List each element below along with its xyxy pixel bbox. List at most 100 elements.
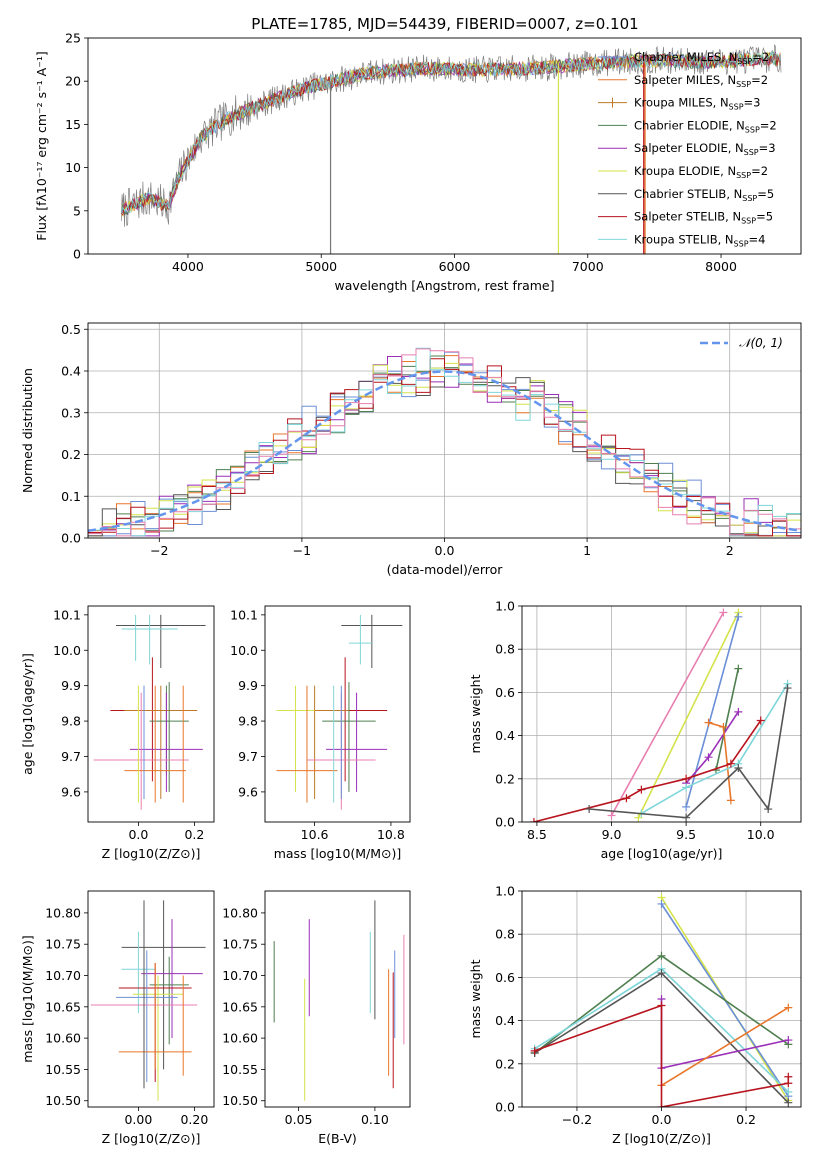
spectrum-ylabel: Flux [fλ10⁻¹⁷ erg cm⁻² s⁻¹ A⁻¹]	[34, 51, 49, 240]
x-tick-label: −0.2	[562, 1112, 592, 1127]
series-marker	[607, 811, 616, 820]
mass-weight-vs-age-plot-area	[522, 606, 801, 822]
x-tick-label: 6000	[439, 259, 471, 274]
series-marker	[784, 1036, 793, 1045]
series-marker	[530, 1046, 539, 1055]
series-marker	[682, 783, 691, 792]
y-tick-label: 9.7	[238, 749, 258, 764]
mass-weight-vs-age-xlabel: age [log10(age/yr)]	[601, 846, 723, 861]
x-tick-label: 0.0	[435, 543, 455, 558]
x-tick-label: 2	[726, 543, 734, 558]
y-tick-label: 10.75	[45, 937, 81, 952]
y-tick-label: 0.6	[495, 970, 515, 985]
y-tick-label: 0.1	[61, 489, 81, 504]
series-marker	[734, 764, 743, 772]
mass-vs-Z-panel: 0.00 0.20 10.50 10.55 10.60 10.65 10.70 10.75 10…	[20, 890, 215, 1146]
y-tick-label: 10.50	[222, 1093, 258, 1108]
legend-label: Salpeter ELODIE, NSSP=3	[634, 141, 776, 157]
age-vs-mass-ticks: 10.6 10.8 9.6 9.7 9.8 9.9 10.0 10.1	[230, 607, 405, 842]
x-tick-label: 0.0	[128, 827, 148, 842]
y-tick-label: 10.0	[53, 643, 81, 658]
mass-vs-Z-xlabel: Z [log10(Z/Z⊙)]	[102, 1131, 201, 1146]
series-marker	[784, 1087, 793, 1096]
histogram-step	[88, 358, 801, 537]
y-tick-label: 10.0	[230, 643, 258, 658]
mass-vs-Z-ylabel: mass [log10(M/M⊙)]	[20, 935, 35, 1063]
legend-label: Salpeter MILES, NSSP=2	[634, 73, 768, 89]
series-marker	[783, 684, 792, 693]
y-tick-label: 0.6	[495, 685, 515, 700]
legend-suffix: =2	[751, 164, 768, 178]
residual-histogram-ticks: −2 −1 0.0 1 2 0.0 0.1 0.2 0.3 0.4 0.5	[61, 322, 734, 558]
age-vs-Z-ylabel: age [log10(age/yr)]	[20, 653, 35, 775]
y-tick-label: 20	[65, 74, 81, 89]
x-tick-label: 1	[583, 543, 591, 558]
y-tick-label: 0.0	[61, 531, 81, 546]
y-tick-label: 0.4	[495, 728, 515, 743]
y-tick-label: 9.6	[61, 784, 81, 799]
x-tick-label: 0.00	[124, 1112, 152, 1127]
y-tick-label: 10.1	[230, 607, 258, 622]
legend-subscript: SSP	[737, 57, 752, 66]
mass-weight-vs-Z-xlabel: Z [log10(Z/Z⊙)]	[612, 1131, 711, 1146]
age-vs-Z-plot-area	[93, 614, 206, 810]
age-vs-mass-frame	[264, 605, 411, 823]
age-vs-Z-ticks: 0.0 0.2 9.6 9.7 9.8 9.9 10.0 10.1	[53, 607, 204, 842]
series-line	[660, 999, 789, 1070]
legend-subscript: SSP	[729, 103, 744, 112]
legend-label: 𝒩(0, 1)	[739, 336, 783, 350]
age-vs-Z-xlabel: Z [log10(Z/Z⊙)]	[102, 846, 201, 861]
legend-label: Salpeter STELIB, NSSP=5	[634, 210, 773, 226]
age-vs-mass-panel: 10.6 10.8 9.6 9.7 9.8 9.9 10.0 10.1 mass [log10(…	[230, 605, 411, 861]
residual-histogram-frame	[87, 322, 802, 539]
y-tick-label: 9.7	[61, 749, 81, 764]
model-spectrum-line	[121, 53, 781, 216]
y-tick-label: 0.0	[495, 1100, 515, 1115]
series-marker	[657, 969, 666, 978]
legend-subscript: SSP	[742, 194, 757, 203]
legend-suffix: =3	[759, 141, 776, 155]
age-vs-mass-plot-area	[276, 614, 403, 810]
residual-histogram-xlabel: (data-model)/error	[387, 562, 504, 577]
y-tick-label: 0.0	[495, 815, 515, 830]
x-tick-label: 0.0	[652, 1112, 672, 1127]
series-line	[661, 1006, 789, 1087]
series-marker	[704, 718, 713, 727]
x-tick-label: 0.10	[361, 1112, 389, 1127]
legend-suffix: =2	[752, 50, 769, 64]
residual-histogram-ylabel: Normed distribution	[20, 368, 35, 493]
series-marker	[764, 805, 773, 814]
y-tick-label: 9.9	[238, 678, 258, 693]
y-tick-label: 10.70	[45, 968, 81, 983]
y-tick-label: 0.4	[495, 1013, 515, 1028]
y-tick-label: 9.8	[238, 714, 258, 729]
mass-weight-vs-age-frame	[521, 605, 802, 823]
y-tick-label: 0.3	[61, 405, 81, 420]
x-tick-label: 0.20	[180, 1112, 208, 1127]
x-tick-label: 9.0	[602, 827, 622, 842]
y-tick-label: 25	[65, 31, 81, 46]
y-tick-label: 0.2	[61, 447, 81, 462]
legend-suffix: =4	[749, 232, 766, 246]
normal-curve	[88, 370, 801, 532]
legend-label: Chabrier STELIB, NSSP=5	[634, 187, 774, 203]
x-tick-label: −1	[293, 543, 311, 558]
y-tick-label: 10.75	[222, 937, 258, 952]
legend-suffix: =5	[756, 210, 773, 224]
series-marker	[585, 805, 594, 814]
y-tick-label: 10.50	[45, 1093, 81, 1108]
y-tick-label: 9.8	[61, 714, 81, 729]
series-marker	[734, 707, 743, 716]
mass-vs-EBV-ticks: 0.05 0.10 10.50 10.55 10.60 10.65 10.70 10.75 10…	[222, 905, 389, 1127]
y-tick-label: 1.0	[495, 884, 515, 899]
y-tick-label: 0.8	[495, 642, 515, 657]
mass-vs-EBV-plot-area	[273, 900, 405, 1101]
series-marker	[657, 1103, 666, 1107]
series-marker	[719, 608, 728, 617]
mass-vs-EBV-frame	[264, 890, 411, 1108]
spectrum-legend: Chabrier MILES, NSSP=2 Salpeter MILES, NS…	[598, 50, 777, 248]
series-marker	[756, 716, 765, 725]
legend-label: Kroupa MILES, NSSP=3	[634, 96, 760, 112]
y-tick-label: 10.80	[222, 905, 258, 920]
y-tick-label: 0.8	[495, 927, 515, 942]
